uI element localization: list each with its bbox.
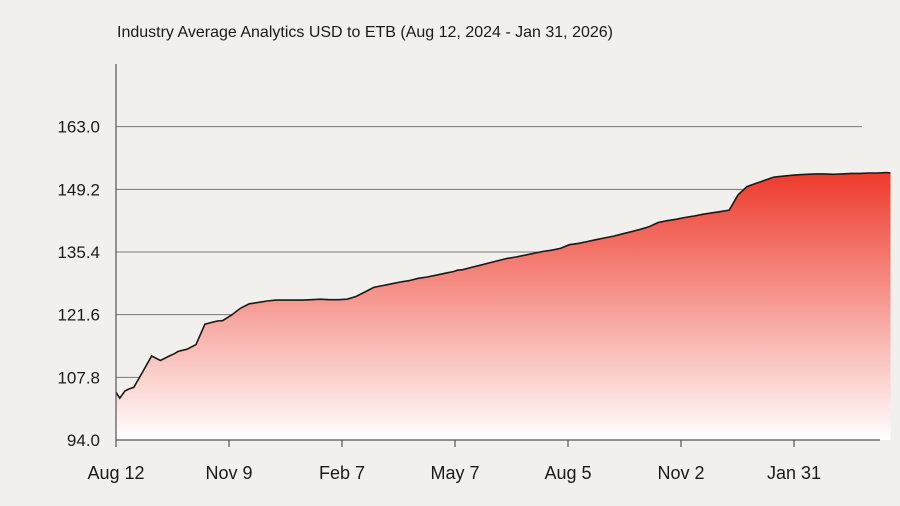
y-tick-label: 149.2 <box>57 180 100 199</box>
x-ticks: Aug 12 Nov 9 Feb 7 May 7 Aug 5 Nov 2 Jan 31 <box>87 440 821 483</box>
x-tick-label: May 7 <box>430 463 479 483</box>
x-tick-label: Nov 2 <box>657 463 704 483</box>
x-tick-label: Nov 9 <box>205 463 252 483</box>
y-ticks: 94.0 107.8 121.6 135.4 149.2 163.0 <box>57 118 100 450</box>
x-tick-label: Jan 31 <box>767 463 821 483</box>
y-tick-label: 135.4 <box>57 243 100 262</box>
y-tick-label: 107.8 <box>57 368 100 387</box>
y-tick-label: 163.0 <box>57 118 100 137</box>
x-tick-label: Aug 5 <box>544 463 591 483</box>
chart-title: Industry Average Analytics USD to ETB (A… <box>117 24 613 41</box>
y-tick-label: 121.6 <box>57 306 100 325</box>
area-fill <box>116 172 891 440</box>
y-tick-label: 94.0 <box>67 431 100 450</box>
x-tick-label: Aug 12 <box>87 463 144 483</box>
series-line <box>115 171 891 400</box>
x-tick-label: Feb 7 <box>319 463 365 483</box>
